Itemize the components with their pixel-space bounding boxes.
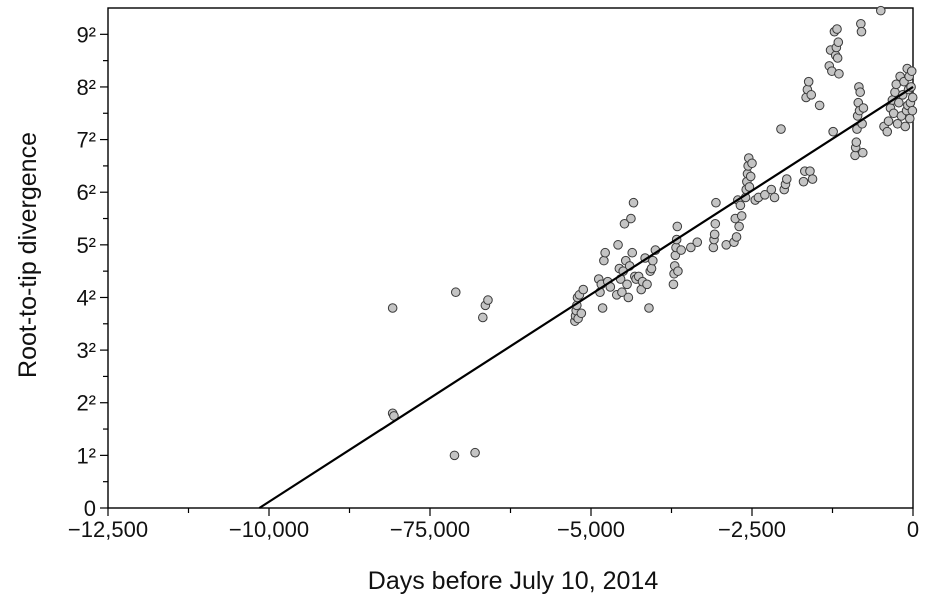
data-point [450, 287, 461, 298]
x-tick-label: 0 [907, 517, 919, 542]
data-point [731, 232, 742, 242]
x-tick-label: −12,500 [68, 517, 148, 542]
data-point [709, 229, 720, 240]
data-point [686, 242, 696, 253]
data-point [736, 211, 747, 221]
plot-area-frame [107, 7, 914, 509]
plot-frame-layer [107, 7, 914, 509]
data-point [906, 66, 917, 76]
data-point [599, 255, 609, 266]
data-point [576, 308, 587, 319]
data-point [857, 147, 868, 158]
data-point [627, 247, 638, 258]
y-tick-label: 7² [76, 128, 96, 153]
data-point [781, 174, 792, 184]
y-tick-label: 4² [76, 285, 96, 310]
y-tick-label: 1² [76, 443, 96, 468]
data-point [814, 100, 825, 111]
data-point [855, 87, 865, 98]
data-point [673, 266, 683, 276]
data-point [600, 247, 610, 258]
data-points [387, 5, 918, 461]
x-tick-label: −2,500 [718, 517, 786, 542]
data-point [803, 76, 814, 87]
data-point [735, 200, 746, 211]
y-tick-label: 5² [76, 233, 96, 258]
data-point [833, 37, 844, 48]
data-point [907, 92, 918, 103]
y-tick-label: 9² [76, 22, 96, 47]
data-point [805, 166, 815, 176]
data-point [642, 279, 652, 290]
data-point [807, 174, 818, 184]
data-point [708, 242, 719, 253]
data-point [483, 295, 493, 305]
data-point [856, 26, 867, 37]
data-point [387, 303, 398, 313]
data-point [711, 197, 721, 208]
x-tick-label: −75,000 [390, 517, 470, 542]
trend-line [258, 86, 914, 509]
data-point [745, 171, 756, 182]
data-point [646, 263, 657, 274]
data-point [907, 105, 918, 116]
data-point [644, 303, 654, 313]
data-point [834, 68, 844, 79]
x-tick-label: −10,000 [229, 517, 309, 542]
data-point [734, 221, 744, 232]
trend-line-layer [258, 86, 914, 509]
data-point [619, 218, 630, 229]
data-point [900, 121, 911, 132]
data-point [668, 279, 679, 290]
data-point [692, 237, 703, 248]
data-point [470, 447, 480, 458]
tick-labels: −12,500 −10,000 −75,000 −5,000 −2,500 0 0 1² 2² 3… [68, 22, 919, 542]
y-tick-label: 6² [76, 180, 96, 205]
data-point [622, 279, 632, 290]
y-tick-label: 8² [76, 75, 96, 100]
data-point [882, 126, 893, 137]
data-point [478, 312, 488, 323]
data-point [747, 158, 757, 169]
data-point [710, 218, 721, 229]
y-tick-label: 3² [76, 338, 96, 363]
data-point [449, 450, 460, 461]
data-point [676, 245, 686, 255]
data-point [672, 221, 683, 232]
x-axis-title: Days before July 10, 2014 [368, 567, 659, 595]
data-point [578, 284, 589, 295]
data-point [597, 303, 608, 313]
data-point [858, 103, 869, 113]
data-point [798, 176, 809, 187]
data-point [760, 190, 770, 200]
data-point [648, 255, 658, 266]
data-point [883, 116, 894, 126]
data-point [628, 197, 639, 208]
x-tick-label: −5,000 [557, 517, 625, 542]
data-point [769, 192, 780, 203]
data-point [832, 53, 843, 63]
y-axis-title: Root-to-tip divergence [14, 132, 42, 378]
data-point [904, 113, 915, 124]
y-tick-label: 2² [76, 391, 96, 416]
data-point [623, 292, 634, 303]
data-point [613, 240, 623, 250]
data-point [617, 287, 627, 298]
data-point [776, 124, 786, 134]
data-point [851, 137, 862, 148]
axis-ticks [100, 33, 914, 516]
data-point [626, 213, 636, 224]
y-tick-label: 0 [84, 496, 96, 521]
data-point [876, 5, 886, 16]
data-point [894, 97, 904, 108]
data-point [856, 18, 866, 29]
data-point [828, 126, 838, 137]
data-point [806, 90, 817, 100]
data-point [766, 184, 777, 195]
data-point [832, 24, 842, 34]
